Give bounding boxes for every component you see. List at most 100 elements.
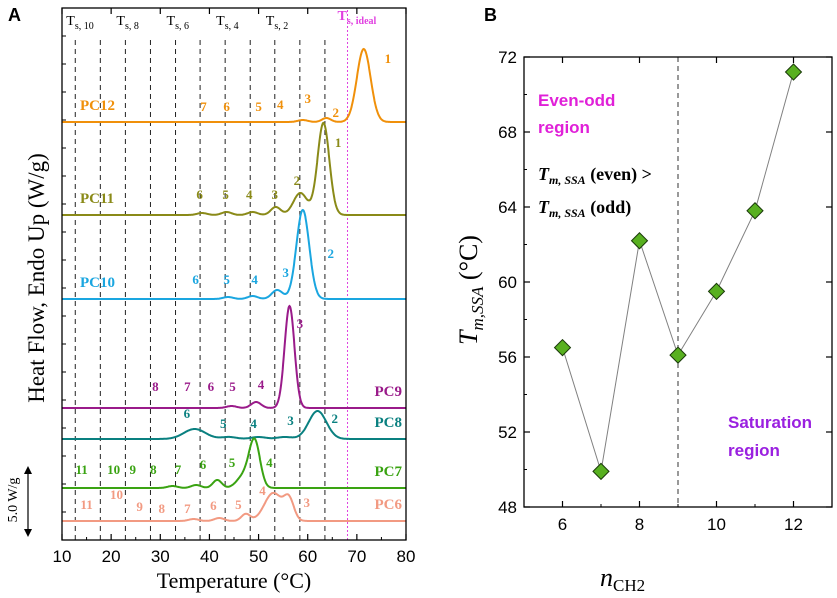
stage-label-sub: s, 8 — [125, 21, 139, 32]
scale-bar-label: 5.0 W/g — [6, 478, 21, 523]
peak-annotation: 4 — [259, 483, 266, 498]
panel-b-ylabel: Tm,SSA (°C) — [454, 235, 487, 345]
peak-annotation: 7 — [184, 379, 191, 394]
ylabel-unit: (°C) — [454, 235, 483, 287]
peak-annotation: 5 — [220, 416, 227, 431]
peak-annotation: 6 — [223, 99, 230, 114]
peak-annotation: 2 — [328, 246, 335, 261]
peak-annotation: 4 — [251, 272, 258, 287]
peak-annotation: 5 — [255, 99, 262, 114]
peak-annotation: 2 — [294, 173, 301, 188]
curve-pc6 — [62, 491, 406, 522]
stage-label: Ts, 8 — [116, 14, 138, 32]
stage-label-sub: s, 10 — [75, 21, 94, 32]
panel-b-xlabel: nCH2 — [600, 563, 645, 595]
series-label: PC9 — [375, 384, 403, 400]
peak-annotation: 8 — [152, 379, 159, 394]
data-point — [746, 202, 764, 220]
panel-a-ylabel: Heat Flow, Endo Up (W/g) — [24, 153, 49, 403]
peak-annotation: 11 — [76, 462, 88, 477]
rel2-rest: (odd) — [586, 197, 632, 218]
peak-annotation: 6 — [200, 457, 207, 472]
saturation-label: region — [728, 441, 780, 460]
series-label: PC10 — [80, 275, 115, 291]
peak-annotation: 7 — [184, 501, 191, 516]
b-y-tick-label: 64 — [498, 198, 517, 217]
ylabel-main: T — [454, 329, 483, 345]
peak-annotation: 9 — [130, 462, 137, 477]
rel2-sub: m, SSA — [549, 206, 586, 220]
b-y-tick-label: 60 — [498, 273, 517, 292]
peak-annotation: 3 — [272, 187, 279, 202]
peak-annotation: 6 — [196, 187, 203, 202]
even-odd-label: region — [538, 118, 590, 137]
b-x-tick-label: 10 — [707, 515, 726, 534]
panel-b-letter: B — [484, 5, 497, 25]
stage-label: Ts, 6 — [167, 14, 189, 32]
data-point — [669, 346, 687, 364]
peak-annotation: 3 — [303, 495, 310, 510]
stage-label-main: T — [216, 14, 225, 29]
peak-annotation: 6 — [210, 498, 217, 513]
peak-annotation: 5 — [223, 272, 230, 287]
stage-label-main: T — [167, 14, 176, 29]
peak-annotation: 10 — [107, 462, 120, 477]
rel1-rest: (even) > — [586, 164, 652, 185]
stage-label: Ts, 4 — [216, 14, 238, 32]
rel1-main: T — [538, 164, 550, 184]
peak-annotation: 3 — [297, 316, 304, 331]
x-tick-label: 30 — [151, 547, 170, 566]
b-x-tick-label: 6 — [558, 515, 567, 534]
peak-annotation: 5 — [229, 455, 236, 470]
peak-annotation: 2 — [332, 105, 339, 120]
ylabel-sub: m,SSA — [468, 286, 487, 331]
data-point — [707, 282, 726, 301]
ideal-label-main: T — [338, 9, 348, 24]
relation-line-1: Tm, SSA (even) > — [538, 164, 652, 187]
ideal-label: Ts, ideal — [338, 9, 377, 27]
peak-annotation: 7 — [175, 462, 182, 477]
peak-annotation: 5 — [235, 497, 242, 512]
data-point — [553, 338, 572, 357]
stage-label: Ts, 2 — [266, 14, 288, 32]
x-tick-label: 50 — [249, 547, 268, 566]
stage-label-sub: s, 4 — [225, 21, 239, 32]
rel2-main: T — [538, 197, 550, 217]
b-x-tick-label: 12 — [784, 515, 803, 534]
b-y-tick-label: 48 — [498, 498, 517, 517]
peak-annotation: 3 — [282, 265, 289, 280]
curve-pc7 — [62, 437, 406, 489]
x-tick-label: 80 — [397, 547, 416, 566]
curve-pc11 — [62, 121, 406, 216]
series-label: PC11 — [80, 191, 114, 207]
relation-line-2: Tm, SSA (odd) — [538, 197, 631, 220]
b-y-tick-label: 52 — [498, 423, 517, 442]
peak-annotation: 3 — [287, 413, 294, 428]
peak-annotation: 4 — [246, 187, 253, 202]
peak-annotation: 1 — [335, 135, 342, 150]
stage-label-main: T — [266, 14, 275, 29]
curve-pc12 — [62, 47, 406, 123]
peak-annotation: 3 — [304, 91, 311, 106]
peak-annotation: 6 — [184, 406, 191, 421]
peak-annotation: 7 — [200, 99, 207, 114]
stage-label-sub: s, 6 — [175, 21, 189, 32]
b-y-tick-label: 68 — [498, 123, 517, 142]
peak-annotation: 11 — [80, 497, 92, 512]
panel-a-letter: A — [8, 5, 21, 25]
peak-annotation: 1 — [385, 51, 392, 66]
peak-annotation: 2 — [331, 411, 338, 426]
x-tick-label: 60 — [298, 547, 317, 566]
peak-annotation: 4 — [258, 377, 265, 392]
peak-annotation: 5 — [222, 187, 229, 202]
curve-pc10 — [62, 208, 406, 300]
ideal-label-sub: s, ideal — [347, 16, 377, 27]
peak-annotation: 6 — [192, 272, 199, 287]
curve-pc8 — [62, 410, 406, 440]
data-point — [630, 232, 649, 250]
curve-pc9 — [62, 304, 406, 409]
data-point — [592, 462, 610, 481]
x-tick-label: 10 — [53, 547, 72, 566]
